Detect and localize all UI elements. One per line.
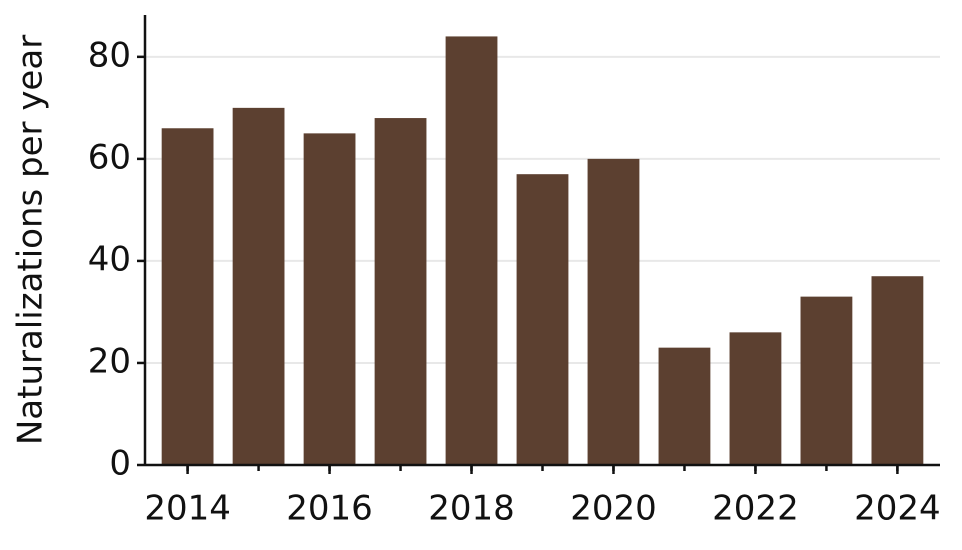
y-axis-label: Naturalizations per year	[11, 35, 51, 445]
y-tick-label: 40	[88, 239, 131, 279]
x-tick-label: 2024	[854, 489, 941, 529]
x-tick-label: 2018	[428, 489, 515, 529]
y-tick-label: 20	[88, 341, 131, 381]
x-tick-label: 2014	[144, 489, 231, 529]
y-tick-label: 60	[88, 137, 131, 177]
bar	[587, 158, 640, 465]
x-tick-label: 2020	[570, 489, 657, 529]
bar	[445, 36, 498, 466]
x-tick-label: 2022	[712, 489, 799, 529]
bar	[374, 118, 427, 466]
y-tick-label: 0	[109, 444, 131, 484]
y-tick-label: 80	[88, 35, 131, 75]
bar	[516, 174, 569, 466]
bar	[161, 128, 214, 465]
x-tick-label: 2016	[286, 489, 373, 529]
bar	[232, 107, 285, 465]
bar	[729, 332, 782, 465]
bar	[658, 347, 711, 465]
bar	[303, 133, 356, 465]
bar	[871, 276, 924, 465]
bar	[800, 296, 853, 465]
